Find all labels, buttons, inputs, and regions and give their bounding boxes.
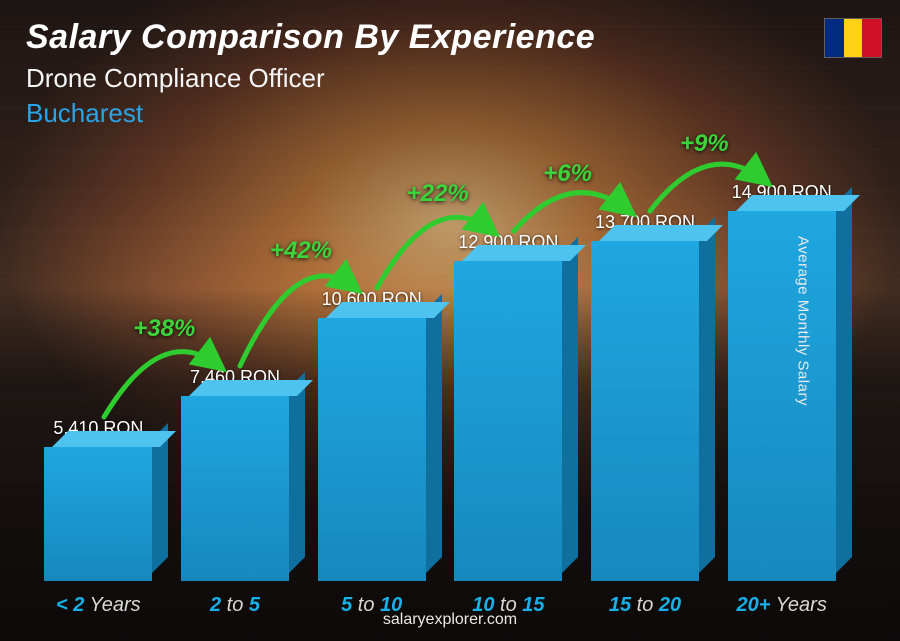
bar: [454, 261, 562, 581]
bar-top-face: [326, 302, 450, 318]
flag-stripe: [825, 19, 844, 57]
bar-front-face: [44, 447, 152, 581]
header: Salary Comparison By Experience Drone Co…: [26, 18, 810, 129]
bar: [591, 241, 699, 581]
country-flag-romania: [824, 18, 882, 58]
bar-top-face: [52, 431, 176, 447]
bar-slot: 7,460 RON2 to 5: [171, 367, 300, 581]
bar-top-face: [189, 380, 313, 396]
bar-slot: 14,900 RON20+ Years: [717, 182, 846, 581]
y-axis-label: Average Monthly Salary: [795, 236, 812, 406]
chart-location: Bucharest: [26, 98, 810, 129]
increase-pct-label: +38%: [133, 315, 195, 343]
bar-slot: 10,600 RON5 to 10: [307, 289, 436, 581]
bar-slot: 12,900 RON10 to 15: [444, 232, 573, 581]
bar: [728, 211, 836, 581]
bar-side-face: [836, 187, 852, 573]
bar-front-face: [591, 241, 699, 581]
bar-side-face: [426, 294, 442, 573]
bar-front-face: [318, 318, 426, 581]
bar: [181, 396, 289, 581]
bar: [318, 318, 426, 581]
bar-front-face: [181, 396, 289, 581]
bar-front-face: [454, 261, 562, 581]
bar-side-face: [699, 217, 715, 573]
increase-pct-label: +22%: [407, 180, 469, 208]
chart-title: Salary Comparison By Experience: [26, 18, 810, 57]
bar-slot: 13,700 RON15 to 20: [581, 212, 710, 581]
footer-attribution: salaryexplorer.com: [0, 611, 900, 629]
bar-top-face: [736, 195, 860, 211]
bar-slot: 5,410 RON< 2 Years: [34, 418, 163, 581]
increase-pct-label: +6%: [543, 160, 592, 188]
bar-side-face: [289, 372, 305, 573]
flag-stripe: [862, 19, 881, 57]
bar-top-face: [462, 245, 586, 261]
bar-front-face: [728, 211, 836, 581]
increase-pct-label: +9%: [680, 130, 729, 158]
bar: [44, 447, 152, 581]
increase-pct-label: +42%: [270, 237, 332, 265]
bar-side-face: [562, 237, 578, 573]
flag-stripe: [844, 19, 863, 57]
chart-subtitle: Drone Compliance Officer: [26, 63, 810, 94]
bar-top-face: [599, 225, 723, 241]
